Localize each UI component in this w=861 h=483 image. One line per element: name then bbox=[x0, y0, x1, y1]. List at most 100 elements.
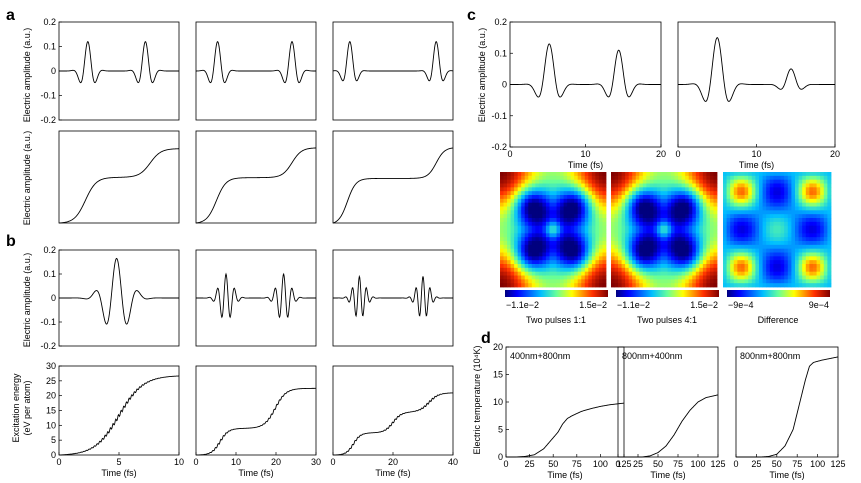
heatmap-cell bbox=[667, 267, 672, 273]
heatmap-cell bbox=[653, 210, 658, 215]
heatmap-cell bbox=[737, 264, 742, 269]
heatmap-cell bbox=[773, 256, 778, 261]
heatmap-cell bbox=[614, 237, 619, 242]
heatmap-cell bbox=[813, 275, 817, 280]
heatmap-cell bbox=[787, 248, 792, 253]
heatmap-cell bbox=[521, 271, 526, 276]
heatmap-cell bbox=[709, 221, 714, 227]
heatmap-cell bbox=[588, 198, 593, 204]
heatmap-cell bbox=[598, 210, 603, 215]
heatmap-cell bbox=[581, 241, 586, 246]
heatmap-cell bbox=[755, 198, 760, 204]
heatmap-cell bbox=[784, 210, 789, 215]
heatmap-cell bbox=[791, 248, 796, 253]
heatmap-cell bbox=[581, 179, 586, 184]
heatmap-cell bbox=[755, 183, 760, 188]
heatmap-cell bbox=[795, 237, 799, 242]
heatmap-cell bbox=[730, 260, 735, 265]
heatmap-cell bbox=[560, 179, 564, 184]
heatmap-cell bbox=[766, 210, 771, 215]
heatmap-cell bbox=[591, 267, 596, 273]
heatmap-cell bbox=[678, 264, 683, 269]
heatmap-cell bbox=[646, 225, 651, 230]
heatmap-cell bbox=[618, 206, 622, 211]
heatmap-cell bbox=[695, 233, 700, 238]
heatmap-cell bbox=[755, 206, 760, 211]
heatmap-cell bbox=[591, 244, 596, 250]
heatmap-cell bbox=[510, 233, 515, 238]
heatmap-cell bbox=[510, 195, 515, 200]
heatmap-cell bbox=[535, 202, 540, 207]
heatmap-cell bbox=[591, 264, 596, 269]
heatmap-cell bbox=[706, 210, 711, 215]
heatmap-cell bbox=[777, 179, 781, 184]
heatmap-cell bbox=[809, 267, 814, 273]
heatmap-cell bbox=[744, 225, 749, 230]
heatmap-cell bbox=[827, 267, 832, 273]
heatmap-cell bbox=[549, 244, 554, 250]
chart-frame bbox=[332, 21, 454, 121]
heatmap-cell bbox=[531, 175, 536, 181]
heatmap-cell bbox=[667, 256, 672, 261]
heatmap-cell bbox=[656, 191, 661, 196]
heatmap-cell bbox=[500, 198, 504, 204]
heatmap-cell bbox=[581, 198, 586, 204]
heatmap-cell bbox=[726, 241, 731, 246]
heatmap-cell bbox=[653, 241, 658, 246]
heatmap-cell bbox=[614, 214, 619, 219]
heatmap-cell bbox=[798, 233, 803, 238]
heatmap-cell bbox=[823, 206, 828, 211]
heatmap-cell bbox=[570, 248, 575, 253]
heatmap-cell bbox=[510, 229, 515, 234]
heatmap-cell bbox=[625, 183, 630, 188]
heatmap-cell bbox=[685, 279, 690, 284]
heatmap-cell bbox=[531, 187, 536, 192]
heatmap-cell bbox=[695, 283, 700, 288]
heatmap-cell bbox=[649, 210, 654, 215]
heatmap-cell bbox=[614, 256, 619, 261]
heatmap-cell bbox=[798, 191, 803, 196]
heatmap-cell bbox=[688, 283, 693, 288]
heatmap-cell bbox=[507, 179, 511, 184]
heatmap-cell bbox=[577, 233, 582, 238]
heatmap-cell bbox=[744, 229, 749, 234]
heatmap-cell bbox=[538, 241, 543, 246]
x-tick-label: 50 bbox=[653, 459, 663, 469]
heatmap-cell bbox=[528, 198, 533, 204]
heatmap-cell bbox=[726, 264, 731, 269]
heatmap-cell bbox=[553, 221, 557, 227]
heatmap-cell bbox=[681, 175, 686, 181]
heatmap-cell bbox=[614, 248, 619, 253]
heatmap-cell bbox=[759, 172, 763, 177]
heatmap-cell bbox=[538, 175, 543, 181]
heatmap-cell bbox=[598, 198, 603, 204]
ylabel-a-top: Electric amplitude (a.u.) bbox=[22, 28, 32, 123]
heatmap-cell bbox=[813, 260, 817, 265]
heatmap-cell bbox=[577, 248, 582, 253]
heatmap-cell bbox=[741, 187, 745, 192]
heatmap-cell bbox=[787, 214, 792, 219]
heatmap-cell bbox=[713, 279, 718, 284]
heatmap-cell bbox=[773, 175, 778, 181]
heatmap-cell bbox=[816, 175, 821, 181]
heatmap-cell bbox=[813, 179, 817, 184]
heatmap-cell bbox=[664, 260, 668, 265]
heatmap-cell bbox=[805, 237, 810, 242]
heatmap-cell bbox=[713, 183, 718, 188]
heatmap-cell bbox=[507, 218, 511, 223]
heatmap-cell bbox=[542, 175, 547, 181]
heatmap-cell bbox=[639, 229, 644, 234]
heatmap-cell bbox=[574, 233, 579, 238]
heatmap-cell bbox=[545, 264, 550, 269]
heatmap-cell bbox=[635, 233, 640, 238]
heatmap-cell bbox=[611, 252, 615, 257]
heatmap-cell bbox=[545, 210, 550, 215]
series-line bbox=[58, 375, 180, 456]
heatmap-cell bbox=[588, 195, 593, 200]
heatmap-cell bbox=[795, 218, 799, 223]
heatmap-cell bbox=[809, 260, 814, 265]
heatmap-cell bbox=[695, 275, 700, 280]
heatmap-cell bbox=[678, 225, 683, 230]
heatmap-cell bbox=[611, 244, 615, 250]
chart-frame bbox=[735, 346, 839, 458]
